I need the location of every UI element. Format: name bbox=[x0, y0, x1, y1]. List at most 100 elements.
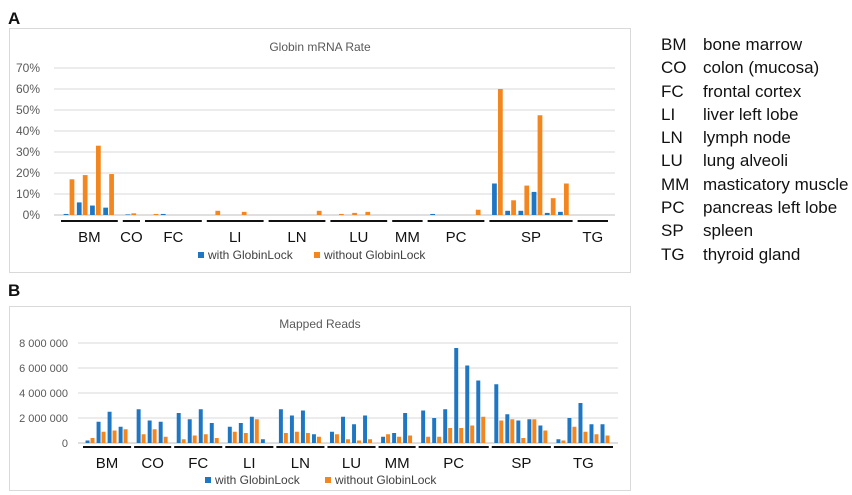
bar-with-globinlock bbox=[147, 420, 152, 443]
bar-without-globinlock bbox=[316, 436, 321, 443]
bar-without-globinlock bbox=[470, 425, 475, 443]
bar-without-globinlock bbox=[123, 429, 128, 443]
chart-title: Globin mRNA Rate bbox=[269, 40, 371, 54]
abbreviation-legend: BM bone marrow CO colon (mucosa) FC frontal c… bbox=[661, 33, 848, 266]
bar-without-globinlock bbox=[131, 213, 137, 215]
bar-without-globinlock bbox=[543, 430, 548, 443]
bar-without-globinlock bbox=[241, 211, 247, 215]
abbreviation-name: colon (mucosa) bbox=[703, 58, 820, 78]
globin-mrna-rate-chart: Globin mRNA Rate 0% 10% 20% 30% 40% 50% 60% 70% B… bbox=[16, 40, 615, 262]
chart-a-frame: Globin mRNA Rate 0% 10% 20% 30% 40% 50% 60% 70% B… bbox=[9, 28, 631, 273]
abbreviation-code: LI bbox=[661, 104, 676, 124]
bar-without-globinlock bbox=[521, 438, 526, 443]
bar-without-globinlock bbox=[339, 213, 344, 215]
bar-without-globinlock bbox=[101, 431, 106, 443]
bar-without-globinlock bbox=[510, 419, 515, 443]
abbreviation-name: pancreas left lobe bbox=[703, 198, 838, 218]
bar-without-globinlock bbox=[408, 435, 413, 443]
bar-without-globinlock bbox=[583, 431, 588, 443]
group-label: CO bbox=[120, 229, 143, 246]
bar-without-globinlock bbox=[141, 434, 146, 443]
group-label: BM bbox=[96, 455, 119, 472]
panel-label-a: A bbox=[8, 9, 21, 28]
bar-with-globinlock bbox=[209, 423, 214, 443]
bar-without-globinlock bbox=[605, 435, 610, 443]
bar-with-globinlock bbox=[430, 213, 436, 215]
y-tick-label: 10% bbox=[16, 187, 40, 201]
abbreviation-code: FC bbox=[661, 81, 684, 101]
abbreviation-name: frontal cortex bbox=[703, 81, 802, 101]
bar-with-globinlock bbox=[454, 348, 459, 443]
bar-without-globinlock bbox=[254, 419, 259, 443]
bar-with-globinlock bbox=[341, 416, 345, 443]
group-label: PC bbox=[443, 455, 464, 472]
bar-without-globinlock bbox=[397, 436, 402, 443]
bar-without-globinlock bbox=[459, 428, 464, 443]
y-tick-label: 70% bbox=[16, 61, 40, 75]
bar-with-globinlock bbox=[90, 205, 95, 215]
y-tick-label: 8 000 000 bbox=[19, 338, 68, 350]
bar-without-globinlock bbox=[294, 431, 299, 443]
bar-with-globinlock bbox=[589, 424, 594, 443]
abbreviation-row: CO colon (mucosa) bbox=[661, 56, 848, 79]
y-tick-label: 2 000 000 bbox=[19, 413, 68, 425]
abbreviation-code: SP bbox=[661, 221, 684, 241]
mapped-reads-chart: Mapped Reads 0 2 000 000 4 000 000 6 000 000… bbox=[19, 317, 618, 487]
group-label: PC bbox=[446, 229, 467, 246]
bar-without-globinlock bbox=[511, 200, 516, 215]
abbreviation-row: LU lung alveoli bbox=[661, 149, 848, 172]
bar-without-globinlock bbox=[152, 429, 157, 443]
group-label: LI bbox=[229, 229, 242, 246]
y-tick-label: 0 bbox=[62, 438, 68, 450]
bar-with-globinlock bbox=[289, 415, 294, 443]
abbreviation-row: LN lymph node bbox=[661, 126, 848, 149]
abbreviation-code: MM bbox=[661, 174, 690, 194]
y-tick-label: 40% bbox=[16, 124, 40, 138]
group-label: TG bbox=[573, 455, 594, 472]
group-label: CO bbox=[141, 455, 164, 472]
legend-label: without GlobinLock bbox=[323, 248, 426, 262]
bar-without-globinlock bbox=[214, 438, 219, 443]
bar-without-globinlock bbox=[153, 213, 159, 215]
bar-with-globinlock bbox=[494, 384, 499, 443]
bar-with-globinlock bbox=[136, 409, 141, 443]
bar-with-globinlock bbox=[352, 424, 357, 443]
bar-with-globinlock bbox=[544, 212, 550, 215]
bar-without-globinlock bbox=[572, 426, 577, 443]
bar-with-globinlock bbox=[158, 421, 163, 443]
abbreviation-name: thyroid gland bbox=[703, 244, 801, 264]
bar-without-globinlock bbox=[368, 439, 373, 443]
bar-with-globinlock bbox=[527, 419, 532, 443]
group-label: SP bbox=[521, 229, 541, 246]
bar-with-globinlock bbox=[505, 210, 511, 215]
bar-without-globinlock bbox=[426, 436, 431, 443]
legend-label: without GlobinLock bbox=[334, 473, 437, 487]
bar-without-globinlock bbox=[334, 434, 339, 443]
chart-b-frame: Mapped Reads 0 2 000 000 4 000 000 6 000 000… bbox=[9, 306, 631, 491]
bar-without-globinlock bbox=[203, 434, 208, 443]
bar-with-globinlock bbox=[558, 211, 563, 215]
group-label: LI bbox=[243, 455, 256, 472]
group-label: TG bbox=[582, 229, 603, 246]
abbreviation-code: LN bbox=[661, 128, 683, 148]
bar-with-globinlock bbox=[443, 409, 448, 443]
bar-with-globinlock bbox=[260, 439, 265, 443]
bar-with-globinlock bbox=[538, 425, 543, 443]
bar-with-globinlock bbox=[198, 409, 203, 443]
group-label: MM bbox=[385, 455, 410, 472]
bar-with-globinlock bbox=[160, 213, 166, 215]
abbreviation-row: MM masticatory muscle bbox=[661, 173, 848, 196]
bar-without-globinlock bbox=[524, 185, 530, 215]
abbreviation-code: TG bbox=[661, 244, 685, 264]
group-label: FC bbox=[188, 455, 208, 472]
bar-with-globinlock bbox=[465, 365, 470, 443]
bar-without-globinlock bbox=[352, 212, 357, 215]
bar-without-globinlock bbox=[564, 183, 569, 215]
bar-with-globinlock bbox=[492, 183, 497, 215]
group-label: LN bbox=[287, 229, 306, 246]
bar-without-globinlock bbox=[594, 434, 599, 443]
bar-with-globinlock bbox=[432, 418, 437, 443]
group-label: LU bbox=[349, 229, 368, 246]
legend-label: with GlobinLock bbox=[214, 473, 301, 487]
abbreviation-code: PC bbox=[661, 198, 685, 218]
